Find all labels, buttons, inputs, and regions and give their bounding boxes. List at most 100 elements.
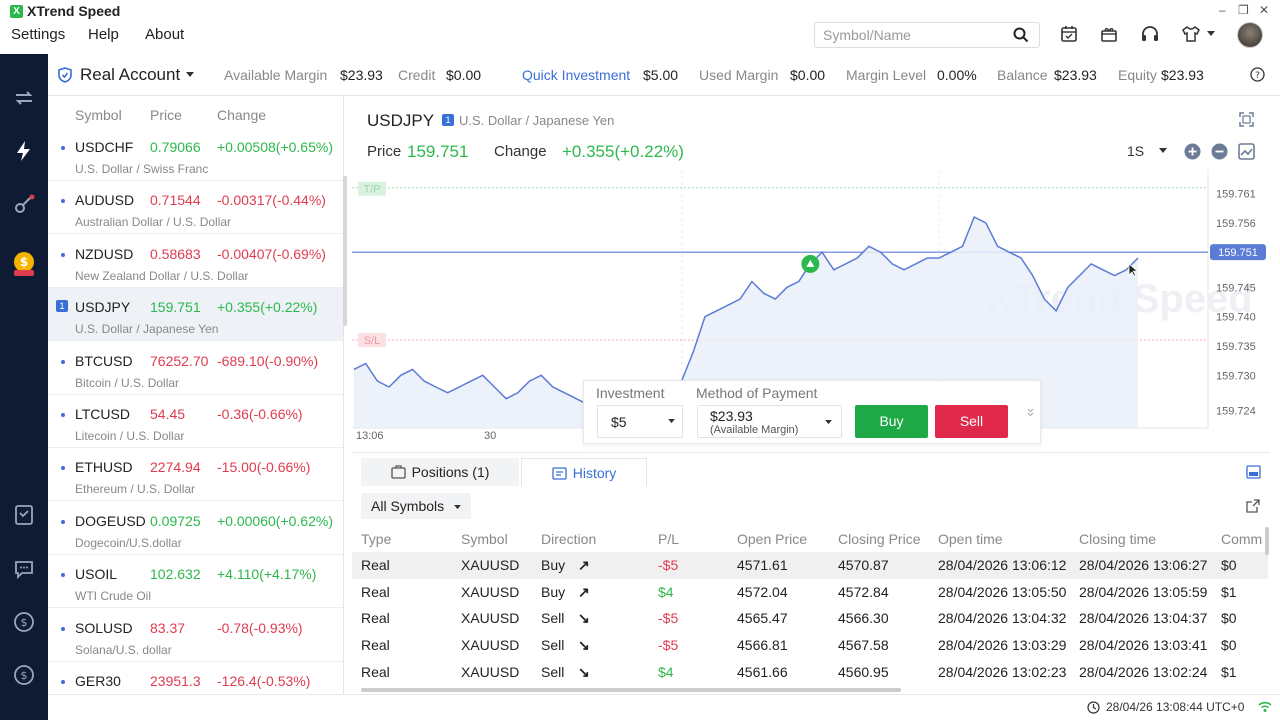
table-row[interactable]: Real XAUUSD Sell ↘ -$5 4565.47 4566.30 28/04/20…: [352, 605, 1268, 632]
available-margin-value: $23.93: [340, 67, 383, 83]
investment-select[interactable]: $5: [597, 405, 683, 438]
symbol-filter[interactable]: All Symbols: [361, 493, 471, 519]
order-widget: Investment $5 Method of Payment $23.93 (…: [583, 380, 1041, 444]
chevron-down-icon[interactable]: [668, 419, 675, 424]
position-count-badge: 1: [56, 300, 68, 313]
menu-help[interactable]: Help: [88, 26, 119, 43]
watchlist-item-ethusd[interactable]: ETHUSD 2274.94 -15.00(-0.66%) Ethereum / U.…: [48, 448, 343, 502]
chat-icon[interactable]: [12, 557, 36, 581]
col-type[interactable]: Type: [361, 531, 392, 547]
watchlist-header-symbol[interactable]: Symbol: [75, 107, 122, 123]
watchlist-item-dogeusd[interactable]: DOGEUSD 0.09725 +0.00060(+0.62%) Dogecoin/U…: [48, 502, 343, 555]
watchlist-item-usdchf[interactable]: USDCHF 0.79066 +0.00508(+0.65%) U.S. Dollar…: [48, 128, 343, 181]
quick-investment-link[interactable]: Quick Investment: [522, 67, 631, 83]
collapse-icon[interactable]: [1027, 407, 1034, 417]
menu-about[interactable]: About: [145, 26, 185, 43]
cell-closing-time: 28/04/2026 13:03:41: [1079, 637, 1208, 654]
col-closing-time[interactable]: Closing time: [1079, 531, 1157, 547]
chevron-down-icon[interactable]: [1159, 148, 1167, 154]
table-row[interactable]: Real XAUUSD Buy ↗ -$5 4571.61 4570.87 28/04/202…: [352, 552, 1268, 579]
cell-open-time: 28/04/2026 13:02:23: [938, 663, 1067, 680]
chevron-down-icon[interactable]: [1207, 31, 1215, 37]
help-icon[interactable]: ?: [1250, 67, 1265, 82]
tab-positions[interactable]: Positions (1): [361, 458, 519, 486]
watchlist-item-audusd[interactable]: AUDUSD 0.71544 -0.00317(-0.44%) Australian …: [48, 181, 343, 235]
table-row[interactable]: Real XAUUSD Sell ↘ $4 4561.66 4560.95 28/04/202…: [352, 659, 1268, 686]
tp-tag[interactable]: [358, 181, 386, 196]
chevron-down-icon[interactable]: [825, 420, 832, 425]
cell-symbol: XAUUSD: [461, 583, 520, 600]
close-button[interactable]: ✕: [1259, 3, 1270, 17]
maximize-button[interactable]: ❐: [1238, 3, 1249, 17]
col-symbol[interactable]: Symbol: [461, 531, 508, 547]
cell-open-time: 28/04/2026 13:05:50: [938, 583, 1067, 600]
cell-closing-time: 28/04/2026 13:04:37: [1079, 610, 1208, 627]
lightning-icon[interactable]: [12, 139, 36, 163]
tab-positions-label: Positions (1): [411, 464, 490, 480]
tools-icon[interactable]: [12, 193, 36, 217]
cell-type: Real: [361, 637, 390, 654]
minimize-button[interactable]: –: [1219, 3, 1226, 17]
cell-closing-time: 28/04/2026 13:05:59: [1079, 583, 1208, 600]
export-icon[interactable]: [1246, 499, 1260, 513]
chart-type-icon[interactable]: [1238, 143, 1255, 160]
panel-toggle-icon[interactable]: [1246, 465, 1261, 479]
chevron-down-icon[interactable]: [454, 505, 461, 510]
account-selector[interactable]: Real Account: [80, 65, 181, 84]
table-vertical-scrollbar[interactable]: [1265, 527, 1269, 555]
bullet-icon: [61, 573, 65, 578]
position-count-badge: 1: [442, 114, 454, 126]
withdraw-icon[interactable]: $: [12, 663, 36, 687]
chevron-down-icon[interactable]: [186, 72, 194, 78]
svg-text:$: $: [21, 616, 28, 629]
watchlist-scrollbar[interactable]: [343, 176, 347, 326]
gift-icon[interactable]: [1099, 24, 1119, 44]
coin-bonus-icon[interactable]: $: [10, 250, 38, 280]
calendar-icon[interactable]: [1059, 24, 1079, 44]
watchlist-item-nzdusd[interactable]: NZDUSD 0.58683 -0.00407(-0.69%) New Zealand…: [48, 235, 343, 288]
col-closing-price[interactable]: Closing Price: [838, 531, 921, 547]
menu-settings[interactable]: Settings: [11, 26, 66, 43]
margin-level-label: Margin Level: [846, 67, 927, 83]
watchlist-item-usoil[interactable]: USOIL 102.632 +4.110(+4.17%) WTI Crude Oil: [48, 555, 343, 609]
news-icon[interactable]: [12, 503, 36, 527]
search-input[interactable]: [823, 23, 1003, 47]
col-pl[interactable]: P/L: [658, 531, 680, 547]
watchlist-item-ltcusd[interactable]: LTCUSD 54.45 -0.36(-0.66%) Litecoin / U.S. …: [48, 395, 343, 448]
app-logo-icon: X: [10, 5, 23, 18]
col-commission[interactable]: Comm: [1221, 531, 1263, 547]
watchlist-header-price[interactable]: Price: [150, 107, 182, 123]
search-icon[interactable]: [1013, 27, 1029, 43]
table-row[interactable]: Real XAUUSD Sell ↘ -$5 4566.81 4567.58 28/04/20…: [352, 632, 1268, 659]
col-open-price[interactable]: Open Price: [737, 531, 808, 547]
watchlist-item-usdjpy[interactable]: 1 USDJPY 159.751 +0.355(+0.22%) U.S. Dollar …: [48, 288, 343, 342]
y-tick-label: 159.756: [1216, 218, 1256, 230]
deposit-icon[interactable]: $: [12, 610, 36, 634]
buy-button[interactable]: Buy: [855, 405, 928, 438]
zoom-out-icon[interactable]: [1211, 143, 1228, 160]
table-horizontal-scrollbar[interactable]: [361, 688, 901, 692]
tab-history[interactable]: History: [521, 458, 647, 486]
zoom-in-icon[interactable]: [1184, 143, 1201, 160]
shirt-icon[interactable]: [1181, 24, 1201, 44]
sl-tag[interactable]: [358, 333, 386, 348]
table-row[interactable]: Real XAUUSD Buy ↗ $4 4572.04 4572.84 28/04/2026…: [352, 579, 1268, 606]
watchlist-symbol: ETHUSD: [75, 459, 133, 476]
watchlist-header-change[interactable]: Change: [217, 107, 267, 123]
transfer-icon[interactable]: [12, 86, 36, 110]
timeframe-select[interactable]: 1S: [1127, 143, 1145, 159]
avatar[interactable]: [1237, 22, 1263, 48]
col-direction[interactable]: Direction: [541, 531, 597, 547]
col-open-time[interactable]: Open time: [938, 531, 1003, 547]
divider: [352, 452, 1270, 453]
fullscreen-icon[interactable]: [1239, 112, 1254, 127]
headset-icon[interactable]: [1140, 24, 1160, 44]
cell-closing-time: 28/04/2026 13:02:24: [1079, 663, 1208, 680]
payment-method-select[interactable]: $23.93 (Available Margin): [697, 405, 842, 438]
watchlist-item-solusd[interactable]: SOLUSD 83.37 -0.78(-0.93%) Solana/U.S. doll…: [48, 609, 343, 662]
sell-button[interactable]: Sell: [935, 405, 1008, 438]
symbol-search[interactable]: [814, 22, 1040, 48]
watchlist-item-btcusd[interactable]: BTCUSD 76252.70 -689.10(-0.90%) Bitcoin / U…: [48, 342, 343, 395]
